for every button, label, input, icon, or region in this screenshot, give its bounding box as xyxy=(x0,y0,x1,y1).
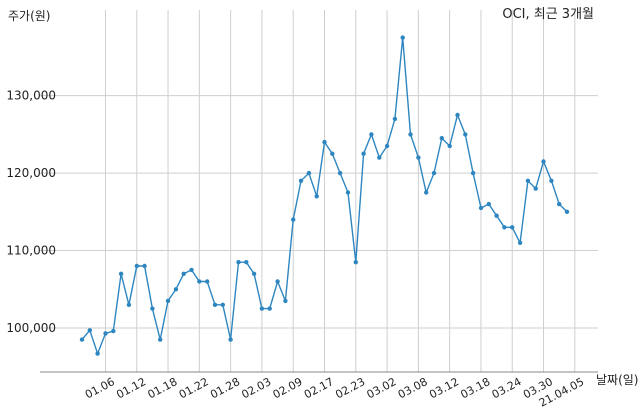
data-point xyxy=(369,132,374,137)
data-point xyxy=(525,178,531,183)
data-point xyxy=(212,302,218,307)
data-point xyxy=(165,298,171,304)
data-point xyxy=(126,302,132,307)
data-point xyxy=(275,279,280,284)
x-tick-label: 01.28 xyxy=(208,375,242,401)
data-point xyxy=(549,178,554,183)
data-point xyxy=(439,136,444,141)
data-point xyxy=(330,151,335,156)
data-point xyxy=(150,306,155,311)
data-point xyxy=(510,225,515,230)
data-point xyxy=(267,306,272,311)
data-point xyxy=(95,351,100,356)
data-point xyxy=(377,155,382,160)
data-point xyxy=(158,337,163,342)
data-point xyxy=(291,217,296,222)
y-gridlines xyxy=(40,95,598,329)
data-point xyxy=(244,260,249,265)
data-point xyxy=(431,170,437,176)
x-axis-label: 날짜(일) xyxy=(596,373,638,387)
price-points xyxy=(79,35,570,356)
x-tick-label: 02.17 xyxy=(302,375,336,401)
data-point xyxy=(392,116,398,122)
data-point xyxy=(181,271,186,276)
y-axis-label: 주가(원) xyxy=(8,9,50,23)
data-point xyxy=(408,132,413,137)
x-tick-labels: 01.0601.1201.1801.2201.2802.0302.0902.17… xyxy=(83,375,586,409)
x-tick-label: 03.18 xyxy=(458,375,492,401)
x-tick-label: 03.08 xyxy=(396,375,430,401)
data-point xyxy=(533,186,538,191)
data-point xyxy=(306,170,312,176)
data-point xyxy=(494,213,499,218)
x-tick-label: 03.24 xyxy=(490,375,524,401)
data-point xyxy=(173,287,179,292)
data-point xyxy=(361,151,366,156)
x-tick-label: 03.12 xyxy=(427,375,461,401)
data-point xyxy=(236,260,241,265)
data-point xyxy=(314,194,319,199)
data-point xyxy=(463,132,468,137)
x-tick-label: 02.03 xyxy=(239,375,273,401)
data-point xyxy=(189,267,194,273)
data-point xyxy=(541,159,546,164)
data-point xyxy=(298,178,304,183)
data-point xyxy=(557,201,562,207)
x-tick-label: 02.23 xyxy=(333,375,367,401)
data-point xyxy=(103,331,108,336)
x-tick-label: 02.09 xyxy=(271,375,305,401)
data-point xyxy=(228,337,233,342)
data-point xyxy=(564,209,570,214)
data-point xyxy=(345,190,351,195)
data-point xyxy=(400,35,405,40)
data-point xyxy=(470,170,476,176)
y-tick-label: 130,000 xyxy=(6,89,56,103)
x-tick-label: 01.18 xyxy=(146,375,180,401)
data-point xyxy=(455,112,460,118)
x-tick-label: 03.02 xyxy=(365,375,399,401)
data-point xyxy=(447,143,452,149)
data-point xyxy=(486,201,491,207)
data-point xyxy=(384,143,390,149)
data-point xyxy=(142,263,147,269)
data-point xyxy=(424,190,429,195)
data-point xyxy=(118,271,124,276)
data-point xyxy=(478,205,484,211)
x-tick-label: 01.22 xyxy=(177,375,211,401)
y-tick-label: 100,000 xyxy=(6,321,56,335)
x-tick-label: 01.06 xyxy=(83,375,117,401)
data-point xyxy=(220,302,225,307)
data-point xyxy=(517,240,523,245)
data-point xyxy=(197,279,202,284)
x-gridlines xyxy=(104,10,576,372)
data-point xyxy=(134,263,139,269)
data-point xyxy=(283,298,288,304)
data-point xyxy=(259,306,265,311)
data-point xyxy=(322,139,327,145)
chart-title: OCI, 최근 3개월 xyxy=(502,7,594,22)
y-tick-labels: 100,000 110,000 120,000 130,000 xyxy=(6,89,56,335)
data-point xyxy=(251,271,257,276)
data-point xyxy=(353,260,358,265)
data-point xyxy=(111,328,116,334)
data-point xyxy=(79,337,85,342)
data-point xyxy=(205,279,210,284)
data-point xyxy=(337,170,343,176)
y-tick-label: 120,000 xyxy=(6,166,56,180)
data-point xyxy=(416,155,421,160)
data-point xyxy=(502,225,507,230)
data-point xyxy=(87,328,93,333)
x-tick-label: 01.12 xyxy=(114,375,148,401)
y-tick-label: 110,000 xyxy=(6,244,56,258)
